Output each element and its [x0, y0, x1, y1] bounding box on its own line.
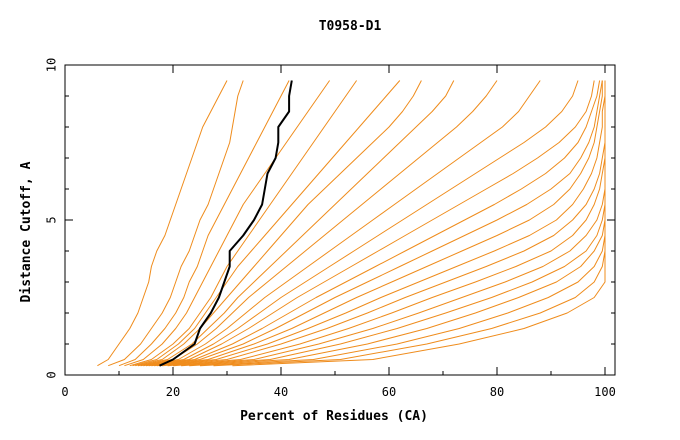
- series-line-24: [232, 80, 606, 367]
- series-line-22: [199, 80, 606, 367]
- series-line-11: [145, 80, 579, 367]
- series-line-5: [129, 80, 358, 367]
- series-line-6: [132, 80, 401, 367]
- x-axis-label: Percent of Residues (CA): [240, 409, 428, 424]
- series-line-16: [159, 80, 606, 367]
- series-line-7: [135, 80, 422, 367]
- y-axis-label: Distance Cutoff, A: [19, 161, 34, 302]
- y-tick-label-5: 5: [45, 216, 59, 223]
- series-line-9: [140, 80, 498, 367]
- series-line-12: [148, 80, 595, 367]
- x-tick-label-80: 80: [490, 385, 504, 399]
- series-line-4: [124, 80, 331, 367]
- series-line-2: [108, 80, 244, 367]
- series-line-3: [118, 80, 290, 367]
- tick-group: 0 20 40 60 80 100 0 5 10: [45, 58, 616, 399]
- series-line-15: [156, 80, 603, 367]
- y-tick-label-10: 10: [45, 58, 59, 72]
- series-line-13: [151, 80, 601, 367]
- highlight-group: [159, 80, 293, 367]
- x-tick-label-20: 20: [166, 385, 180, 399]
- series-line-20: [181, 80, 606, 367]
- x-tick-label-100: 100: [594, 385, 616, 399]
- x-tick-label-40: 40: [274, 385, 288, 399]
- series-line-1: [97, 80, 228, 367]
- series-line-14: [154, 80, 603, 367]
- series-line-8: [137, 80, 455, 367]
- plot-frame: [64, 64, 616, 376]
- series-group: [97, 80, 606, 367]
- highlight-series-line: [159, 80, 293, 367]
- series-line-10: [143, 80, 541, 367]
- x-tick-label-60: 60: [382, 385, 396, 399]
- y-tick-label-0: 0: [45, 371, 59, 378]
- chart-title: T0958-D1: [319, 19, 382, 34]
- x-tick-label-0: 0: [61, 385, 68, 399]
